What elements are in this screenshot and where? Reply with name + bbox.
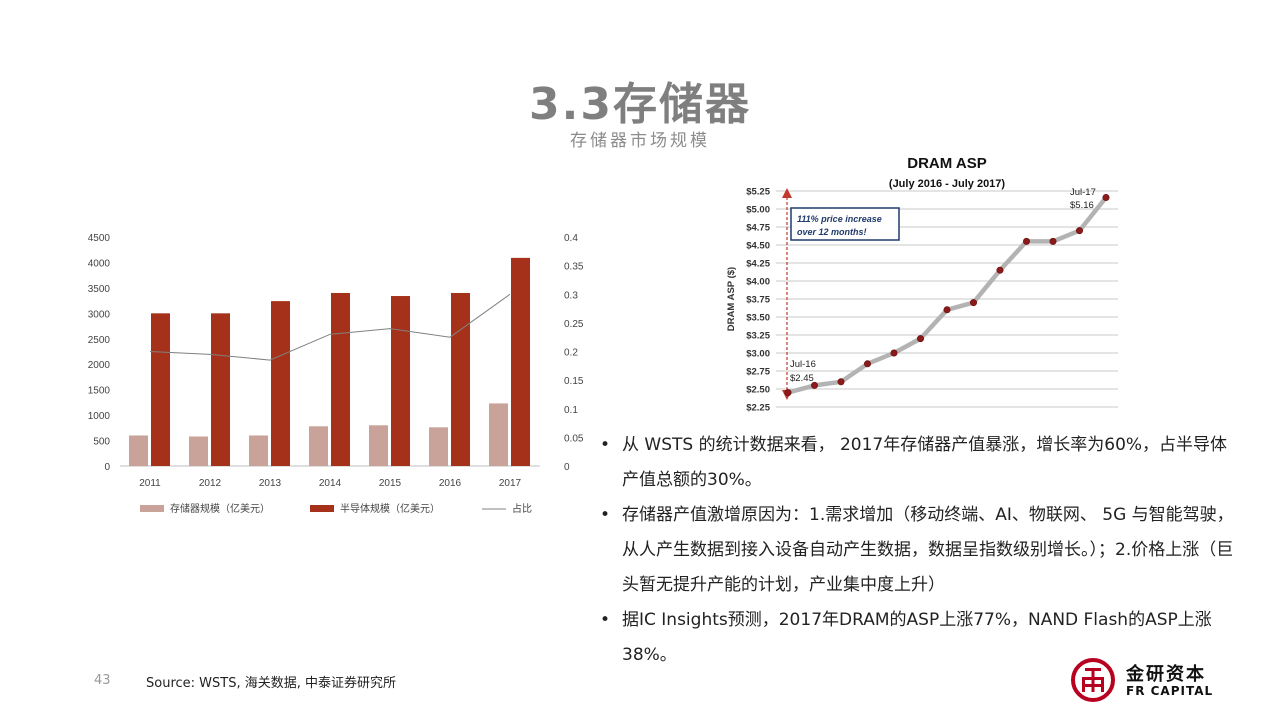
legend-label-memory: 存储器规模（亿美元） bbox=[170, 502, 270, 515]
dram-price-point bbox=[811, 381, 819, 389]
y-tick-label: 4000 bbox=[88, 258, 111, 269]
bullet-list: 从 WSTS 的统计数据来看， 2017年存储器产值暴涨，增长率为60%，占半导… bbox=[598, 428, 1238, 673]
dram-price-point bbox=[970, 299, 978, 307]
bullet-item: 存储器产值激增原因为：1.需求增加（移动终端、AI、物联网、 5G 与智能驾驶，… bbox=[598, 498, 1238, 603]
y-tick-label: 3000 bbox=[88, 309, 111, 320]
y2-tick-label: 0.4 bbox=[564, 233, 578, 244]
memory-bar bbox=[129, 435, 148, 466]
start-value-label: $2.45 bbox=[790, 373, 814, 384]
y-tick-label: 1500 bbox=[88, 386, 111, 397]
dram-y-tick-label: $3.00 bbox=[746, 349, 770, 360]
x-tick-label: 2015 bbox=[379, 478, 402, 489]
y2-tick-label: 0 bbox=[564, 462, 570, 473]
legend-label-share: 占比 bbox=[512, 502, 532, 515]
company-logo: 金研资本 FR CAPITAL bbox=[1070, 655, 1250, 705]
y-tick-label: 0 bbox=[104, 462, 110, 473]
y2-tick-label: 0.25 bbox=[564, 319, 584, 330]
dram-y-tick-label: $3.75 bbox=[746, 295, 770, 306]
annotation-text: over 12 months! bbox=[797, 227, 867, 237]
memory-bar bbox=[369, 425, 388, 466]
dram-y-tick-label: $3.25 bbox=[746, 331, 770, 342]
logo-icon bbox=[1071, 658, 1115, 702]
x-tick-label: 2012 bbox=[199, 478, 222, 489]
x-tick-label: 2013 bbox=[259, 478, 282, 489]
y-tick-label: 4500 bbox=[88, 233, 111, 244]
dram-y-tick-label: $2.50 bbox=[746, 385, 770, 396]
legend-swatch-memory bbox=[140, 505, 164, 512]
legend-label-semiconductor: 半导体规模（亿美元） bbox=[340, 502, 440, 515]
y2-tick-label: 0.05 bbox=[564, 433, 584, 444]
dram-price-point bbox=[784, 389, 792, 397]
memory-bar bbox=[249, 435, 268, 466]
dram-y-tick-label: $4.50 bbox=[746, 241, 770, 252]
semiconductor-bar bbox=[331, 292, 350, 466]
semiconductor-bar bbox=[451, 292, 470, 466]
dram-price-point bbox=[917, 335, 925, 343]
dram-y-tick-label: $4.00 bbox=[746, 277, 770, 288]
y2-tick-label: 0.2 bbox=[564, 348, 578, 359]
x-tick-label: 2017 bbox=[499, 478, 522, 489]
memory-bar bbox=[489, 403, 508, 466]
start-date-label: Jul-16 bbox=[790, 359, 816, 370]
dram-chart-title: DRAM ASP bbox=[907, 155, 986, 172]
semiconductor-bar bbox=[391, 296, 410, 466]
semiconductor-bar bbox=[151, 313, 170, 466]
dram-y-tick-label: $5.00 bbox=[746, 205, 770, 216]
dram-y-axis-label: DRAM ASP ($) bbox=[726, 267, 737, 331]
dram-y-tick-label: $2.75 bbox=[746, 367, 770, 378]
semiconductor-bar bbox=[511, 257, 530, 466]
dram-price-point bbox=[837, 378, 845, 386]
dram-y-tick-label: $4.25 bbox=[746, 259, 770, 270]
share-line bbox=[149, 293, 511, 361]
y2-tick-label: 0.3 bbox=[564, 290, 578, 301]
annotation-box bbox=[790, 207, 900, 241]
dram-y-tick-label: $2.25 bbox=[746, 403, 770, 414]
dram-price-point bbox=[890, 349, 898, 357]
dram-price-point bbox=[1022, 237, 1030, 245]
memory-bar bbox=[309, 426, 328, 466]
dram-y-tick-label: $5.25 bbox=[746, 187, 770, 198]
dram-price-point bbox=[996, 266, 1004, 274]
y-tick-label: 2500 bbox=[88, 335, 111, 346]
page-subtitle: 存储器市场规模 bbox=[570, 131, 710, 151]
page-number: 43 bbox=[94, 673, 111, 688]
bullet-item: 从 WSTS 的统计数据来看， 2017年存储器产值暴涨，增长率为60%，占半导… bbox=[598, 428, 1238, 498]
dram-chart-subtitle: (July 2016 - July 2017) bbox=[889, 178, 1006, 190]
bullet-item: 据IC Insights预测，2017年DRAM的ASP上涨77%，NAND F… bbox=[598, 603, 1238, 673]
y-tick-label: 2000 bbox=[88, 360, 111, 371]
x-tick-label: 2011 bbox=[139, 478, 161, 489]
end-value-label: $5.16 bbox=[1070, 200, 1094, 211]
end-date-label: Jul-17 bbox=[1070, 187, 1096, 198]
source-note: Source: WSTS, 海关数据, 中泰证券研究所 bbox=[146, 676, 396, 691]
x-tick-label: 2016 bbox=[439, 478, 462, 489]
memory-bar bbox=[429, 427, 448, 466]
memory-bar bbox=[189, 436, 208, 466]
dram-price-point bbox=[864, 360, 872, 368]
y-tick-label: 1000 bbox=[88, 411, 111, 422]
range-arrow-up bbox=[782, 188, 792, 198]
y-tick-label: 500 bbox=[93, 437, 110, 448]
dram-price-point bbox=[1102, 193, 1110, 201]
dram-y-tick-label: $4.75 bbox=[746, 223, 770, 234]
memory-market-chart: 0 500 1000 1500 2000 2500 3000 3500 4000 4500 0 0.0… bbox=[88, 233, 584, 515]
dram-price-point bbox=[1049, 237, 1057, 245]
y-tick-label: 3500 bbox=[88, 284, 111, 295]
semiconductor-bar bbox=[271, 301, 290, 466]
annotation-text: 111% price increase bbox=[797, 214, 882, 224]
dram-y-tick-label: $3.50 bbox=[746, 313, 770, 324]
logo-name-cn: 金研资本 bbox=[1126, 664, 1206, 685]
dram-price-point bbox=[943, 306, 951, 314]
y2-tick-label: 0.35 bbox=[564, 262, 584, 273]
page-title: 3.3存储器 bbox=[529, 79, 751, 130]
x-tick-label: 2014 bbox=[319, 478, 342, 489]
y2-tick-label: 0.1 bbox=[564, 405, 578, 416]
dram-asp-chart: DRAM ASP (July 2016 - July 2017) $2.25 $2.5… bbox=[726, 155, 1118, 414]
dram-price-point bbox=[1075, 227, 1083, 235]
semiconductor-bar bbox=[211, 313, 230, 466]
y2-tick-label: 0.15 bbox=[564, 376, 584, 387]
legend-swatch-semiconductor bbox=[310, 505, 334, 512]
logo-name-en: FR CAPITAL bbox=[1126, 684, 1214, 698]
